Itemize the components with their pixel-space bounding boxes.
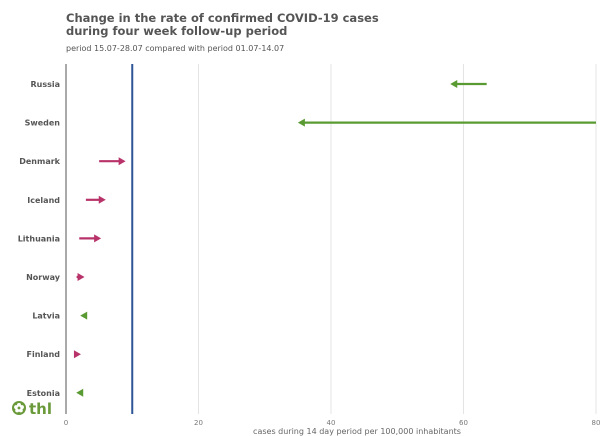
arrow-iceland <box>85 195 106 204</box>
category-label-denmark: Denmark <box>19 157 60 166</box>
arrow-head-latvia <box>80 311 88 320</box>
arrow-estonia <box>76 388 84 397</box>
arrow-head-lithuania <box>94 234 102 243</box>
arrow-head-sweden <box>297 118 305 127</box>
category-label-latvia: Latvia <box>32 312 60 321</box>
x-tick-label-60: 60 <box>459 419 468 427</box>
x-tick-label-80: 80 <box>592 419 600 427</box>
chart-title-line-1: Change in the rate of confirmed COVID-19… <box>66 11 379 25</box>
arrow-head-norway <box>77 273 85 281</box>
logo-text: thl <box>29 400 52 418</box>
category-label-norway: Norway <box>26 273 61 282</box>
category-label-lithuania: Lithuania <box>18 234 60 243</box>
x-tick-label-20: 20 <box>194 419 203 427</box>
x-tick-label-0: 0 <box>64 419 68 427</box>
arrow-head-estonia <box>76 388 84 397</box>
arrow-head-denmark <box>118 157 126 166</box>
category-label-sweden: Sweden <box>25 119 61 128</box>
arrow-head-russia <box>450 80 458 88</box>
arrow-sweden <box>297 118 596 127</box>
arrow-denmark <box>99 157 126 166</box>
arrow-norway <box>76 273 85 281</box>
arrow-lithuania <box>79 234 102 243</box>
category-label-iceland: Iceland <box>27 196 60 205</box>
arrow-head-finland <box>73 350 81 359</box>
arrow-russia <box>450 80 487 88</box>
thl-logo: thl <box>12 400 52 418</box>
x-tick-labels: 0 20 40 60 80 <box>64 419 600 427</box>
arrow-finland <box>73 350 81 359</box>
arrows-group <box>73 80 596 397</box>
arrow-head-iceland <box>98 195 106 204</box>
arrow-latvia <box>80 311 88 320</box>
grid-lines <box>198 64 597 414</box>
category-labels: Russia Sweden Denmark Iceland Lithuania Norwa… <box>18 80 61 398</box>
category-label-finland: Finland <box>27 350 61 359</box>
flower-icon <box>12 401 26 415</box>
x-tick-label-40: 40 <box>327 419 336 427</box>
category-label-russia: Russia <box>30 80 60 89</box>
chart-subtitle: period 15.07-28.07 compared with period … <box>66 44 284 53</box>
chart-title-line-2: during four week follow-up period <box>66 24 287 38</box>
category-label-estonia: Estonia <box>27 389 60 398</box>
x-axis-label: cases during 14 day period per 100,000 i… <box>253 427 461 436</box>
